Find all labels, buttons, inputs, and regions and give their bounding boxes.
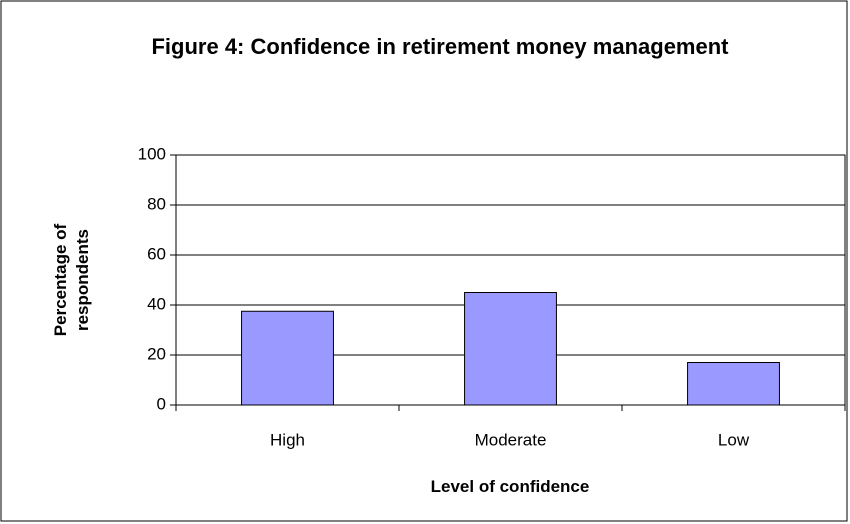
x-tick-label: High (270, 430, 305, 449)
bar (241, 310, 334, 406)
y-tick-label: 60 (147, 244, 166, 263)
x-tick-label: Moderate (475, 430, 547, 449)
x-axis-label: Level of confidence (430, 477, 590, 496)
y-tick-label: 20 (147, 344, 166, 363)
y-tick-label: 100 (138, 144, 166, 163)
bar (464, 292, 557, 406)
bar (687, 362, 780, 406)
y-tick-label: 0 (157, 394, 166, 413)
y-axis-label: Percentage of respondents (51, 223, 92, 337)
chart-title: Figure 4: Confidence in retirement money… (151, 34, 729, 59)
x-tick-label: Low (718, 430, 750, 449)
y-tick-label: 40 (147, 294, 166, 313)
y-tick-label: 80 (147, 194, 166, 213)
